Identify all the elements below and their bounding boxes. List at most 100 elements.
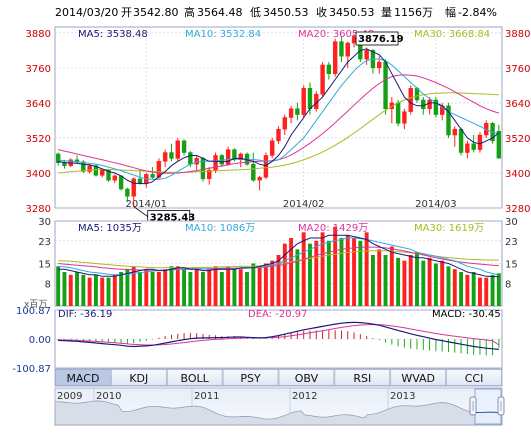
volume-bar — [364, 232, 369, 306]
overview-navigator[interactable]: 2009 2010 2011 2012 2013 — [54, 387, 505, 426]
volume-bar — [459, 272, 464, 306]
header-high-label: 高 — [184, 5, 195, 19]
price-xtick: 2014/02 — [283, 199, 325, 210]
volume-bar — [282, 243, 287, 306]
candle-body — [288, 108, 294, 118]
tab-rsi[interactable] — [334, 369, 391, 386]
overview-year-label: 2009 — [57, 391, 82, 402]
candle-body — [295, 108, 300, 115]
header-high: 3564.48 — [197, 6, 243, 19]
tab-cci-label[interactable]: CCI — [465, 372, 484, 385]
tab-kdj-label[interactable]: KDJ — [129, 372, 148, 385]
candle-body — [332, 41, 338, 74]
tab-macd-label[interactable]: MACD — [66, 372, 99, 385]
tab-obv-label[interactable]: OBV — [295, 372, 319, 385]
tab-wvad[interactable] — [390, 369, 446, 386]
price-plot-frame — [54, 26, 503, 209]
tab-rsi-label[interactable]: RSI — [353, 372, 371, 385]
volume-bar — [131, 266, 136, 306]
price-ma30-line — [58, 92, 499, 174]
candle-body — [62, 162, 67, 166]
overview-series-area — [54, 400, 503, 426]
candle-body — [427, 99, 432, 109]
candle-body — [251, 163, 256, 181]
tab-psy[interactable] — [222, 369, 279, 386]
overview-year-label: 2010 — [96, 391, 121, 402]
candle-body — [232, 149, 237, 161]
tab-macd[interactable] — [55, 369, 111, 386]
overview-selection-window — [474, 388, 502, 425]
price-ytick-left: 3880 — [26, 29, 51, 40]
candle-body — [112, 175, 118, 181]
candle-body — [320, 64, 325, 95]
volume-bar — [452, 269, 457, 306]
volume-bar — [339, 238, 344, 306]
tab-cci[interactable] — [446, 369, 502, 386]
volume-ytick-left: 8 — [45, 279, 51, 290]
macd-unit-label: x百万 — [24, 299, 47, 310]
candle-body — [106, 169, 111, 181]
tab-boll-label[interactable]: BOLL — [181, 372, 210, 385]
candle-body — [207, 169, 212, 180]
candle-body — [395, 102, 401, 124]
volume-bar — [333, 226, 338, 306]
overview-year-label: 2012 — [292, 391, 317, 402]
volume-ytick-right: 8 — [505, 279, 511, 290]
price-ytick-left: 3400 — [26, 169, 51, 180]
volume-bar — [138, 272, 142, 306]
candle-body — [421, 99, 426, 109]
price-ytick-right: 3520 — [505, 134, 530, 145]
volume-bar — [427, 257, 432, 306]
volume-bar — [276, 255, 281, 306]
candle-body — [402, 111, 407, 124]
header-open: 3542.80 — [133, 6, 179, 19]
candle-body — [345, 42, 350, 57]
tab-obv[interactable] — [278, 369, 335, 386]
volume-bar — [257, 266, 262, 306]
candle-body — [87, 165, 92, 172]
volume-bar — [440, 260, 445, 306]
volume-bar — [207, 269, 212, 306]
header-low-label: 低 — [250, 6, 261, 19]
volume-bar — [326, 240, 331, 306]
volume-bar — [490, 274, 495, 306]
candle-body — [162, 152, 168, 162]
header-open-label: 开 — [121, 6, 132, 19]
candle-body — [238, 153, 243, 161]
low-mark-label: 3285.43 — [150, 213, 196, 224]
volume-bar — [389, 246, 394, 306]
volume-bar — [308, 243, 312, 306]
volume-ma20-line — [58, 246, 499, 271]
candle-body — [181, 140, 187, 153]
candle-body — [339, 41, 344, 57]
volume-ytick-left: 15 — [38, 260, 51, 271]
volume-bar — [383, 255, 388, 306]
volume-bar — [352, 238, 357, 306]
volume-bar — [396, 257, 401, 306]
volume-bar — [370, 255, 375, 306]
tab-kdj[interactable] — [111, 369, 167, 386]
tab-psy-label[interactable]: PSY — [240, 372, 261, 385]
price-ytick-left: 3280 — [26, 204, 51, 215]
candle-body — [263, 155, 269, 178]
volume-bar — [56, 266, 61, 306]
candle-body — [446, 105, 451, 136]
volume-bar — [471, 272, 476, 306]
tab-wvad-label[interactable]: WVAD — [401, 372, 435, 385]
candle-body — [225, 149, 231, 165]
tab-boll[interactable] — [166, 369, 223, 386]
volume-legend-3: MA30: 1619万 — [414, 223, 484, 234]
volume-bar — [194, 269, 199, 306]
volume-bar — [408, 255, 413, 306]
candle-body — [452, 128, 457, 136]
candle-body — [125, 188, 130, 197]
candle-body — [131, 178, 136, 197]
volume-bar — [314, 240, 319, 306]
volume-bar — [144, 269, 149, 306]
candle-body — [213, 155, 218, 171]
price-panel: 3280 3280 3400 3400 3520 3520 3640 3640 3760 3760… — [26, 26, 530, 224]
volume-bar — [465, 274, 470, 306]
price-ma5-line — [58, 48, 500, 185]
volume-bar — [112, 274, 117, 306]
